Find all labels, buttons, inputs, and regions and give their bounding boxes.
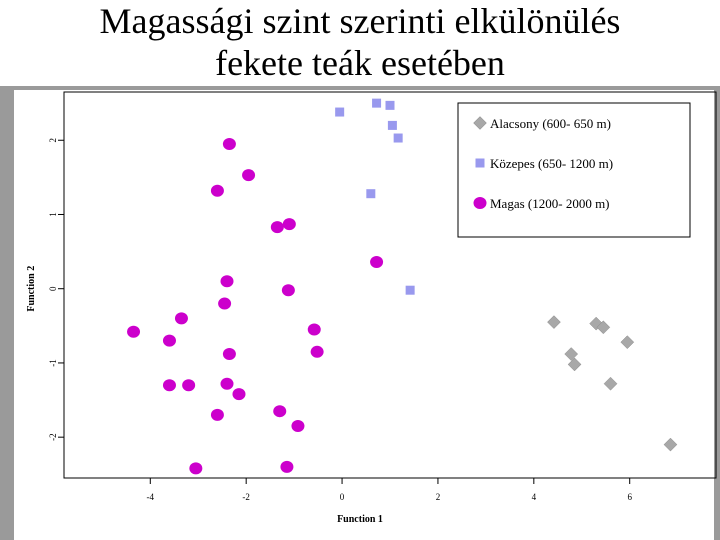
data-point-circle [281,284,295,297]
data-point-circle [220,275,234,288]
data-point-circle [162,379,176,392]
slide-title-line-2: fekete teák esetében [215,43,505,83]
data-point-circle [370,255,384,268]
data-point-square [387,120,397,130]
y-tick-label: -1 [48,359,58,367]
x-axis-label: Function 1 [337,514,383,525]
data-point-circle [174,312,188,325]
data-point-diamond [603,376,618,391]
data-point-diamond [564,347,579,361]
legend-label: Alacsony (600- 650 m) [490,116,611,131]
data-point-diamond [663,437,678,452]
data-point-circle [127,325,141,338]
data-point-circle [222,348,236,361]
slide-border-right [714,86,720,540]
data-point-circle [291,420,305,433]
x-tick-label: -2 [242,492,250,502]
data-point-circle [307,323,321,336]
y-tick-label: -2 [48,433,58,441]
y-tick-label: 1 [48,212,58,217]
slide-border-top [14,86,720,90]
data-point-square [385,100,395,110]
slide-title: Magassági szint szerinti elkülönülés fek… [0,0,720,84]
data-point-circle [182,379,196,392]
y-axis-label: Function 2 [26,266,37,312]
axis-layer: -4 -2 0 2 4 6 -2 -1 0 1 2 Function 1 Function 2 [26,138,632,525]
data-point-circle [282,218,296,231]
legend-label: Magas (1200- 2000 m) [490,196,610,211]
slide-title-line-1: Magassági szint szerinti elkülönülés [99,1,621,41]
data-point-diamond [596,320,611,335]
slide-border-left [0,86,14,540]
legend-marker-square [475,158,485,168]
data-point-circle [280,460,294,473]
data-point-diamond [567,357,582,372]
data-point-circle [222,137,236,150]
x-tick-label: 4 [532,492,537,502]
legend-marker-diamond [473,116,487,130]
x-tick-label: 6 [627,492,632,502]
data-point-circle [162,334,176,347]
data-point-circle [210,184,224,197]
y-tick-label: 2 [48,138,58,143]
data-point-circle [310,345,324,358]
data-point-square [393,133,403,143]
legend-marker-circle [473,197,487,209]
data-point-circle [210,408,224,421]
data-point-circle [270,221,284,234]
data-point-square [335,107,345,117]
plot-area [63,91,717,479]
legend-label: Közepes (650- 1200 m) [490,156,613,171]
data-point-diamond [547,315,561,329]
x-tick-label: 2 [436,492,441,502]
data-point-circle [232,388,246,401]
data-point-square [405,285,415,295]
data-point-circle [220,377,234,390]
data-point-circle [189,462,203,475]
legend: Alacsony (600- 650 m) Közepes (650- 1200 … [457,102,691,238]
legend-box [457,102,691,238]
data-point-circle [273,405,287,418]
points-layer [127,98,678,475]
x-tick-label: -4 [147,492,155,502]
data-point-diamond [620,335,635,350]
data-point-circle [218,297,232,310]
y-tick-label: 0 [48,286,58,291]
x-tick-label: 0 [340,492,345,502]
data-point-square [366,189,376,199]
data-point-circle [242,169,256,182]
data-point-square [372,98,382,108]
